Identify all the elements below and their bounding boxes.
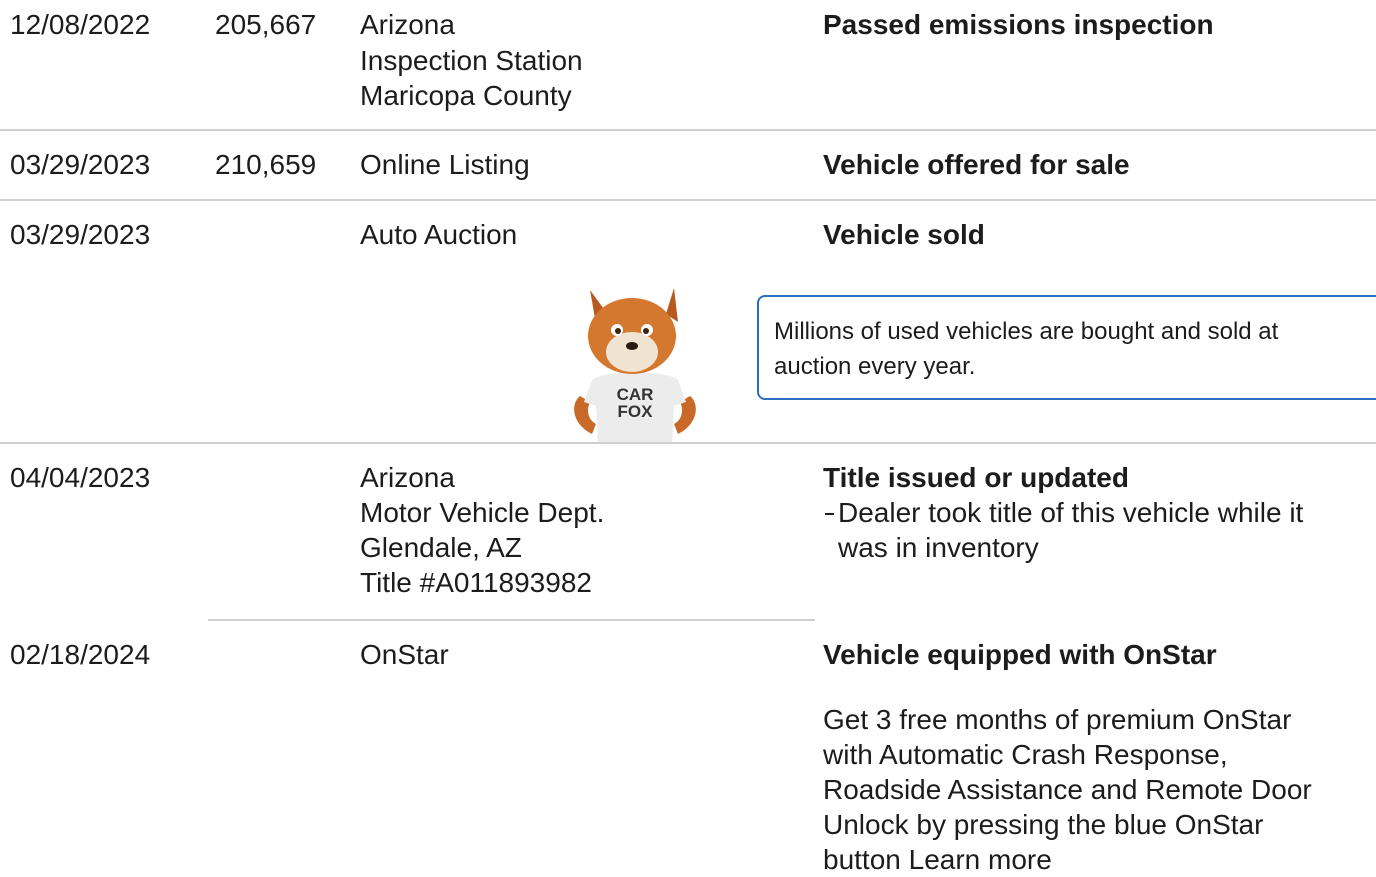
source-line: Glendale, AZ <box>360 530 522 565</box>
source-line: Arizona <box>360 460 455 495</box>
date: 03/29/2023 <box>10 217 150 252</box>
row-separator <box>0 442 1376 444</box>
source-line: Auto Auction <box>360 217 517 252</box>
comment-title: Vehicle sold <box>823 217 985 252</box>
source-line: Maricopa County <box>360 78 572 113</box>
source-line: Online Listing <box>360 147 530 182</box>
mascot-shirt-text: FOX <box>618 402 654 421</box>
date: 04/04/2023 <box>10 460 150 495</box>
tip-text: auction every year. <box>774 349 975 384</box>
source-line: Inspection Station <box>360 43 583 78</box>
page: 12/08/2022 205,667 Arizona Inspection St… <box>0 0 1376 873</box>
mascot-nose <box>626 342 638 350</box>
comment-title: Passed emissions inspection <box>823 7 1214 42</box>
comment-text: Unlock by pressing the blue OnStar <box>823 807 1263 842</box>
comment-text: Get 3 free months of premium OnStar <box>823 702 1291 737</box>
row-separator <box>0 129 1376 131</box>
source-line: Motor Vehicle Dept. <box>360 495 604 530</box>
mileage: 210,659 <box>215 147 316 182</box>
source-line: Arizona <box>360 7 455 42</box>
mascot-pupil <box>643 328 649 334</box>
row-separator <box>208 619 815 621</box>
mascot-pupil <box>615 328 621 334</box>
comment-title: Title issued or updated <box>823 460 1129 495</box>
comment-text: with Automatic Crash Response, <box>823 737 1228 772</box>
comment-detail: was in inventory <box>838 530 1039 565</box>
date: 03/29/2023 <box>10 147 150 182</box>
source-line: OnStar <box>360 637 449 672</box>
comment-text: button Learn more <box>823 842 1052 877</box>
comment-text: Roadside Assistance and Remote Door <box>823 772 1312 807</box>
tip-box: Millions of used vehicles are bought and… <box>757 295 1376 400</box>
bullet <box>825 513 834 515</box>
mascot: CAR FOX <box>562 284 708 444</box>
source-line: Title #A011893982 <box>360 565 592 600</box>
row-separator <box>0 199 1376 201</box>
date: 02/18/2024 <box>10 637 150 672</box>
mascot-muzzle <box>606 332 658 372</box>
comment-title: Vehicle equipped with OnStar <box>823 637 1217 672</box>
tip-text: Millions of used vehicles are bought and… <box>774 314 1278 349</box>
mileage: 205,667 <box>215 7 316 42</box>
comment-title: Vehicle offered for sale <box>823 147 1130 182</box>
comment-detail: Dealer took title of this vehicle while … <box>838 495 1303 530</box>
date: 12/08/2022 <box>10 7 150 42</box>
